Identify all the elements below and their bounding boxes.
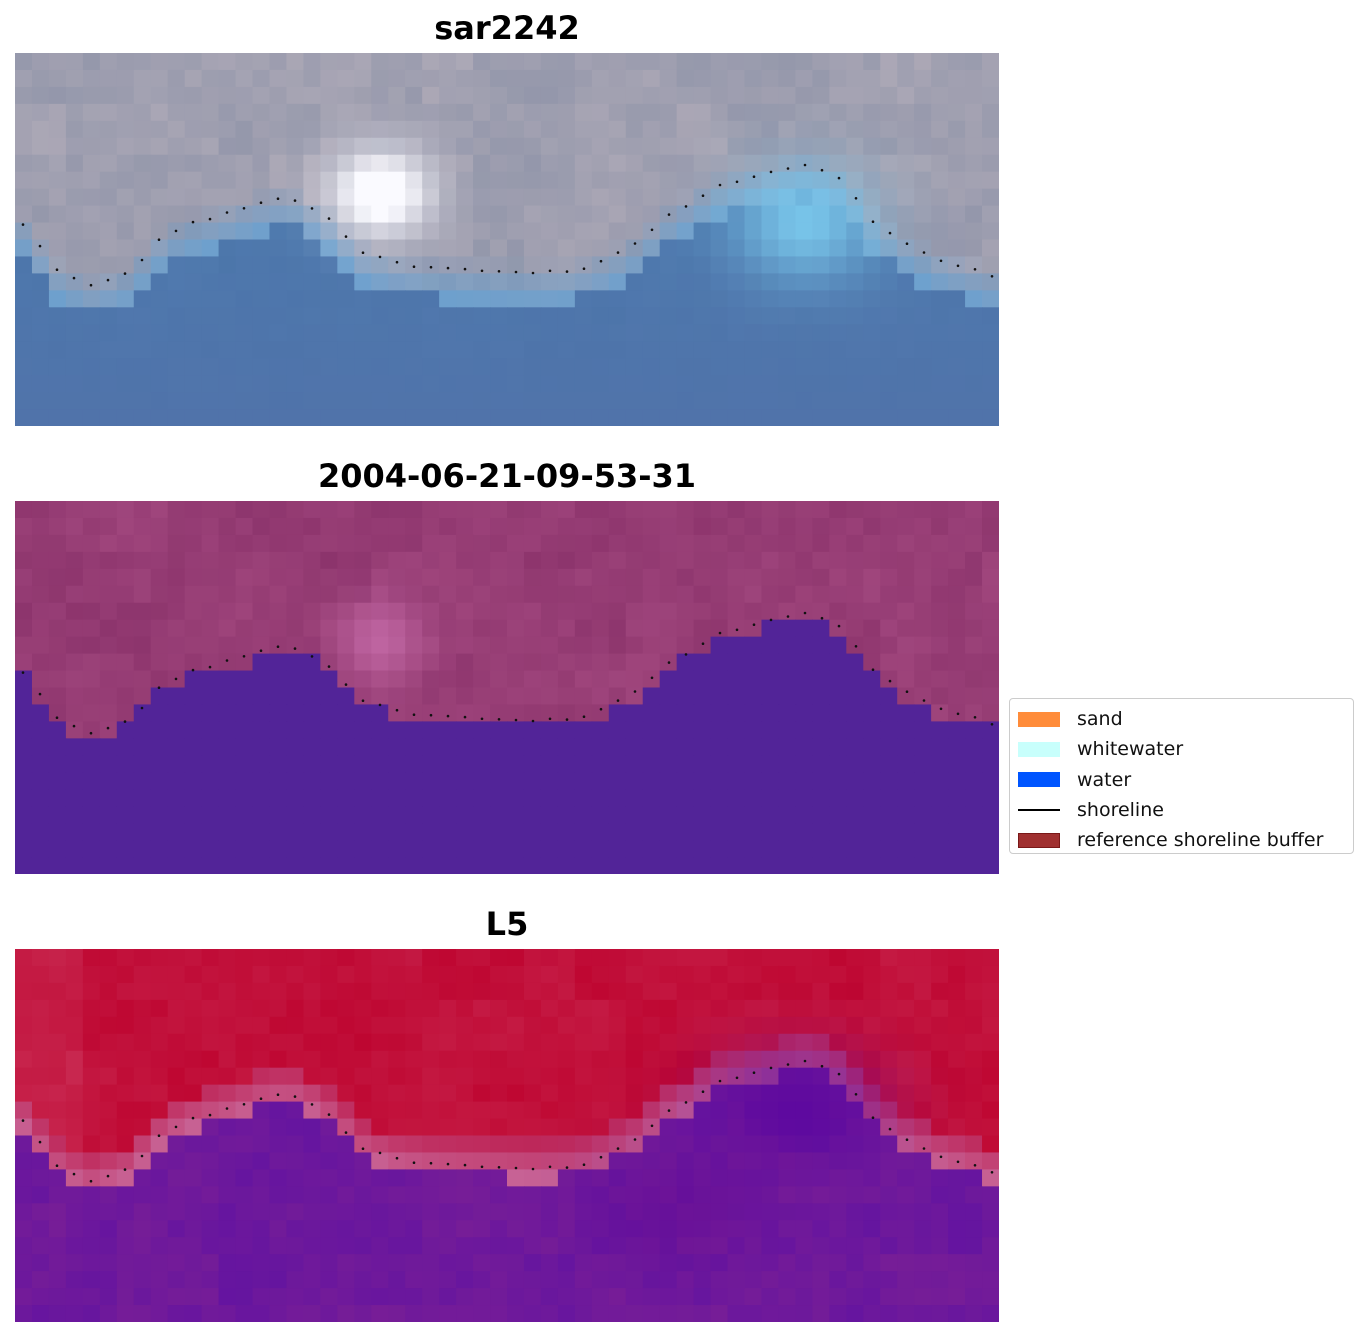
legend-item-sand: sand	[1018, 704, 1345, 734]
index-image-panel	[15, 949, 999, 1322]
legend: sand whitewater water shoreline referenc…	[1009, 698, 1354, 854]
rgb-image-panel	[15, 53, 999, 426]
legend-item-shoreline: shoreline	[1018, 795, 1345, 825]
panel-title-classified: 2004-06-21-09-53-31	[317, 457, 697, 495]
index-image	[15, 949, 999, 1322]
legend-label: reference shoreline buffer	[1077, 829, 1324, 852]
whitewater-swatch	[1018, 741, 1060, 757]
classified-image	[15, 501, 999, 874]
legend-item-reference-buffer: reference shoreline buffer	[1018, 825, 1345, 855]
rgb-satellite-image	[15, 53, 999, 426]
classified-image-panel	[15, 501, 999, 874]
legend-label: shoreline	[1077, 799, 1164, 822]
water-swatch	[1018, 772, 1060, 788]
shoreline-line-icon	[1018, 809, 1060, 812]
legend-label: sand	[1077, 708, 1123, 731]
legend-label: whitewater	[1077, 738, 1184, 761]
panel-title-index: L5	[485, 905, 529, 943]
legend-label: water	[1077, 768, 1132, 791]
reference-buffer-swatch	[1018, 832, 1060, 848]
legend-item-water: water	[1018, 765, 1345, 795]
panel-title-rgb: sar2242	[434, 9, 580, 47]
sand-swatch	[1018, 711, 1060, 727]
legend-item-whitewater: whitewater	[1018, 734, 1345, 764]
